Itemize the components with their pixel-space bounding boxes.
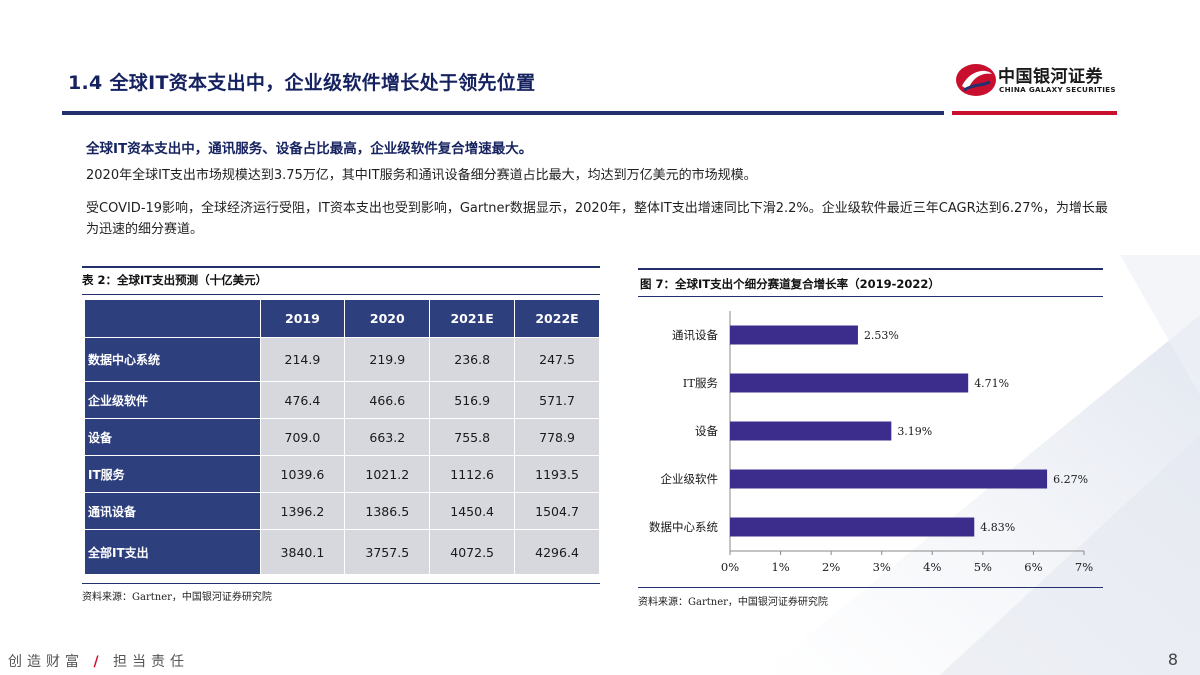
chart-data-label: 6.27%: [1053, 473, 1088, 486]
chart-category-label: 企业级软件: [661, 472, 719, 486]
chart-bar: [730, 469, 1048, 489]
summary-paragraph-1: 2020年全球IT支出市场规模达到3.75万亿，其中IT服务和通讯设备细分赛道占…: [86, 168, 757, 183]
table-cell: 1504.7: [514, 492, 600, 530]
chart-data-label: 4.71%: [974, 377, 1009, 390]
summary-paragraph-2: 受COVID-19影响，全球经济运行受阻，IT资本支出也受到影响，Gartner…: [86, 201, 1108, 237]
page-number: 8: [1167, 650, 1178, 669]
table-cell: 1112.6: [429, 455, 516, 493]
chart-x-tick-label: 2%: [822, 560, 840, 574]
chart-x-tick-label: 6%: [1024, 560, 1042, 574]
chart-bar: [730, 421, 892, 441]
chart-x-tick-label: 1%: [771, 560, 789, 574]
table-source-rule: [82, 583, 600, 584]
chart-data-label: 2.53%: [864, 329, 899, 342]
table-cell: 219.9: [344, 337, 431, 382]
table-cell: 1450.4: [429, 492, 516, 530]
table-header-cell: 2019: [259, 299, 346, 338]
chart-bar: [730, 517, 975, 537]
table-cell: 571.7: [514, 381, 600, 419]
chart-x-tick-label: 0%: [721, 560, 739, 574]
table-cell: 778.9: [514, 418, 600, 456]
table-caption: 表 2：全球IT支出预测（十亿美元）: [82, 273, 268, 287]
chart-data-label: 4.83%: [980, 521, 1015, 534]
footer-slogan: 创造财富 / 担当责任: [8, 651, 189, 671]
row-label: 全部IT支出: [84, 529, 261, 575]
table-cell: 4072.5: [429, 529, 516, 575]
table-row: 全部IT支出 3840.1 3757.5 4072.5 4296.4: [84, 529, 600, 575]
title-rule-navy: [62, 111, 944, 115]
table-row: 企业级软件 476.4 466.6 516.9 571.7: [84, 381, 600, 419]
chart-x-tick-label: 4%: [923, 560, 941, 574]
chart-category-label: 设备: [695, 424, 718, 438]
footer-slogan-right: 担当责任: [113, 654, 190, 670]
galaxy-logo-icon: [956, 64, 996, 96]
chart-data-label: 3.19%: [897, 425, 932, 438]
row-label: 设备: [84, 418, 261, 456]
footer-slogan-left: 创造财富: [8, 654, 84, 670]
table-header-row: 2019 2020 2021E 2022E: [84, 299, 600, 338]
table-cell: 466.6: [344, 381, 431, 419]
table-cell: 247.5: [514, 337, 600, 382]
chart-category-label: 通讯设备: [672, 328, 718, 342]
table-header-cell: 2021E: [429, 299, 516, 338]
table-cell: 663.2: [344, 418, 431, 456]
table-source: 资料来源：Gartner，中国银河证券研究院: [82, 592, 272, 603]
table-cell: 1193.5: [514, 455, 600, 493]
table-row: 设备 709.0 663.2 755.8 778.9: [84, 418, 600, 456]
table-cell: 4296.4: [514, 529, 600, 575]
table-row: 通讯设备 1396.2 1386.5 1450.4 1504.7: [84, 492, 600, 530]
title-rule-red: [952, 111, 1117, 115]
row-label: 企业级软件: [84, 381, 261, 419]
summary-headline: 全球IT资本支出中，通讯服务、设备占比最高，企业级软件复合增速最大。: [86, 141, 533, 157]
table-header-cell: 2020: [344, 299, 431, 338]
table-cell: 709.0: [259, 418, 346, 456]
chart-category-label: 数据中心系统: [649, 520, 718, 534]
table-header-cell: 2022E: [514, 299, 600, 338]
chart-x-tick-label: 5%: [974, 560, 992, 574]
row-label: 通讯设备: [84, 492, 261, 530]
chart-bar: [730, 325, 858, 345]
table-cell: 755.8: [429, 418, 516, 456]
table-cell: 1021.2: [344, 455, 431, 493]
chart-title: 图 7：全球IT支出个细分赛道复合增长率（2019-2022）: [640, 277, 940, 291]
footer-slogan-separator: /: [93, 654, 104, 670]
table-cell: 1039.6: [259, 455, 346, 493]
table-cell: 3757.5: [344, 529, 431, 575]
cagr-bar-chart: 通讯设备 2.53% IT服务 4.71% 设备 3.19% 企业级软件 6.27% 数据中心系…: [649, 311, 1093, 574]
brand-name-en: CHINA GALAXY SECURITIES: [999, 85, 1116, 94]
chart-caption-rule-top: [638, 268, 1103, 270]
chart-caption-rule-bottom: [638, 296, 1103, 297]
table-row: 数据中心系统 214.9 219.9 236.8 247.5: [84, 337, 600, 382]
slide-title: 1.4 全球IT资本支出中，企业级软件增长处于领先位置: [68, 72, 536, 94]
table-cell: 1396.2: [259, 492, 346, 530]
table-cell: 3840.1: [259, 529, 346, 575]
table-row: IT服务 1039.6 1021.2 1112.6 1193.5: [84, 455, 600, 493]
chart-source: 资料来源：Gartner，中国银河证券研究院: [638, 597, 828, 608]
chart-category-label: IT服务: [683, 376, 719, 390]
table-cell: 1386.5: [344, 492, 431, 530]
chart-source-rule: [638, 587, 1103, 588]
table-cell: 516.9: [429, 381, 516, 419]
row-label: 数据中心系统: [84, 337, 261, 382]
chart-bar: [730, 373, 969, 393]
table-caption-rule-top: [82, 266, 600, 268]
it-spending-table: 2019 2020 2021E 2022E 数据中心系统 214.9 219.9…: [84, 299, 600, 575]
chart-x-tick-label: 7%: [1075, 560, 1093, 574]
table-cell: 214.9: [259, 337, 346, 382]
chart-x-tick-label: 3%: [873, 560, 891, 574]
table-cell: 476.4: [259, 381, 346, 419]
row-label: IT服务: [84, 455, 261, 493]
table-header-corner: [84, 299, 261, 338]
table-cell: 236.8: [429, 337, 516, 382]
brand-name-cn: 中国银河证券: [998, 67, 1103, 87]
table-caption-rule-bottom: [82, 294, 600, 295]
